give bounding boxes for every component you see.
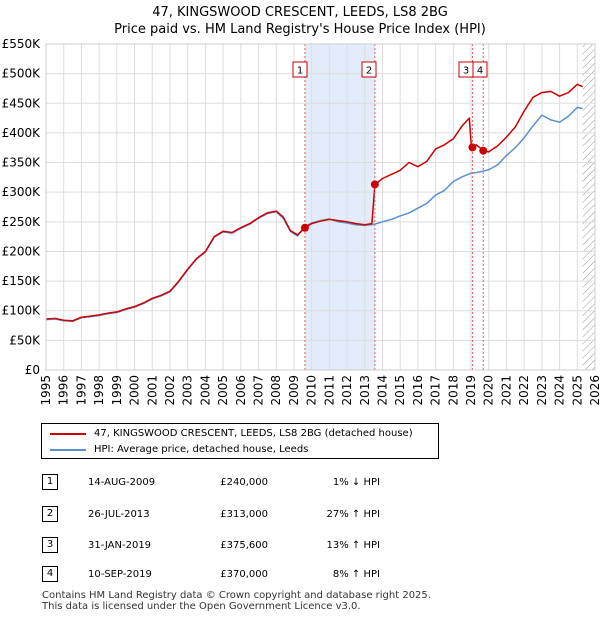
- series-line-property: [45, 83, 583, 322]
- marker-label-box: [361, 61, 377, 78]
- y-tick-label: £300K: [2, 185, 42, 199]
- plot-border: [45, 43, 596, 371]
- transaction-price: £370,000: [220, 569, 268, 580]
- footer-copyright: Contains HM Land Registry data © Crown c…: [42, 590, 431, 601]
- footer-licence: This data is licensed under the Open Gov…: [42, 601, 361, 612]
- transaction-hpi-diff: 1% ↓ HPI: [332, 477, 380, 488]
- transaction-date: 31-JAN-2019: [88, 540, 152, 551]
- x-tick-label: 2009: [287, 375, 301, 406]
- x-tick-label: 2011: [322, 375, 336, 406]
- marker-label-box: [472, 61, 488, 78]
- x-tick-label: 2017: [429, 375, 443, 406]
- x-tick-label: 2024: [553, 375, 567, 406]
- legend-swatch-property: [50, 433, 86, 435]
- y-tick-label: £250K: [2, 215, 42, 229]
- transaction-date: 10-SEP-2019: [88, 569, 152, 580]
- sale-point: [300, 223, 309, 232]
- transaction-hpi-diff: 27% ↑ HPI: [326, 509, 380, 520]
- transaction-date: 14-AUG-2009: [88, 477, 156, 488]
- x-tick-label: 2020: [482, 375, 496, 406]
- x-tick-label: 2026: [588, 375, 600, 406]
- transaction-date: 26-JUL-2013: [88, 509, 150, 520]
- legend-label-property: 47, KINGSWOOD CRESCENT, LEEDS, LS8 2BG (…: [94, 428, 413, 439]
- legend-swatch-hpi: [50, 449, 86, 451]
- y-tick-label: £450K: [2, 96, 42, 110]
- marker-label: 3: [463, 66, 469, 77]
- legend: 47, KINGSWOOD CRESCENT, LEEDS, LS8 2BG (…: [41, 423, 439, 459]
- x-tick-label: 2001: [145, 375, 159, 406]
- x-tick-label: 2006: [234, 375, 248, 406]
- x-tick-label: 1997: [74, 375, 88, 406]
- x-tick-label: 2000: [128, 375, 142, 406]
- x-tick-label: 2014: [375, 375, 389, 406]
- footer-license: Contains HM Land Registry data © Crown c…: [42, 590, 431, 612]
- x-tick-label: 2016: [411, 375, 425, 406]
- transaction-number: 4: [42, 566, 58, 582]
- x-tick-label: 2015: [393, 375, 407, 406]
- x-tick-label: 1995: [39, 375, 53, 406]
- x-tick-label: 2007: [252, 375, 266, 406]
- x-tick-label: 2019: [464, 375, 478, 406]
- x-tick-label: 1996: [57, 375, 71, 406]
- x-tick-label: 2002: [163, 375, 177, 406]
- x-tick-label: 1998: [92, 375, 106, 406]
- marker-label: 1: [297, 66, 303, 77]
- transaction-hpi-diff: 13% ↑ HPI: [326, 540, 380, 551]
- y-tick-label: £0: [25, 363, 40, 377]
- x-tick-label: 2022: [517, 375, 531, 406]
- legend-label-hpi: HPI: Average price, detached house, Leed…: [94, 444, 309, 455]
- y-tick-label: £150K: [2, 274, 42, 288]
- transaction-number: 1: [42, 474, 58, 490]
- y-tick-label: £50K: [9, 333, 41, 347]
- x-tick-label: 2010: [305, 375, 319, 406]
- x-tick-label: 2021: [499, 375, 513, 406]
- y-tick-label: £400K: [2, 126, 42, 140]
- x-tick-label: 2004: [198, 375, 212, 406]
- y-tick-label: £550K: [2, 37, 42, 51]
- x-tick-label: 2003: [181, 375, 195, 406]
- transaction-price: £313,000: [220, 509, 268, 520]
- shaded-period: [304, 44, 375, 370]
- chart-title: 47, KINGSWOOD CRESCENT, LEEDS, LS8 2BG: [152, 5, 448, 20]
- transaction-price: £240,000: [220, 477, 268, 488]
- forecast-hatch: [582, 44, 595, 370]
- marker-label-box: [292, 61, 308, 78]
- transaction-number: 2: [42, 506, 58, 522]
- y-tick-label: £100K: [2, 304, 42, 318]
- x-tick-label: 1999: [110, 375, 124, 406]
- x-tick-label: 2008: [269, 375, 283, 406]
- transaction-price: £375,600: [220, 540, 268, 551]
- transaction-number: 3: [42, 537, 58, 553]
- chart-subtitle: Price paid vs. HM Land Registry's House …: [114, 22, 486, 37]
- marker-label: 4: [477, 66, 483, 77]
- x-tick-label: 2012: [340, 375, 354, 406]
- x-tick-label: 2025: [570, 375, 584, 406]
- y-tick-label: £200K: [2, 244, 42, 258]
- sale-point: [468, 143, 477, 152]
- marker-label: 2: [366, 66, 372, 77]
- x-tick-label: 2023: [535, 375, 549, 406]
- y-tick-label: £500K: [2, 67, 42, 81]
- x-tick-label: 2013: [358, 375, 372, 406]
- sale-point: [370, 180, 379, 189]
- y-tick-label: £350K: [2, 156, 42, 170]
- x-tick-label: 2018: [446, 375, 460, 406]
- sale-point: [479, 146, 488, 155]
- transaction-hpi-diff: 8% ↑ HPI: [332, 569, 380, 580]
- x-tick-label: 2005: [216, 375, 230, 406]
